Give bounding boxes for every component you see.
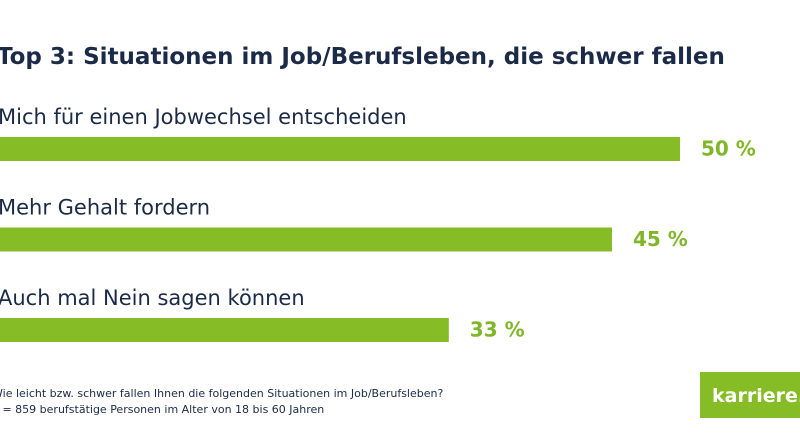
value-label: 33 % [470,318,525,342]
value-label: 45 % [633,227,688,251]
logo: karriere.at [712,385,800,407]
category-label: Mehr Gehalt fordern [0,196,210,220]
value-label: 50 % [701,137,756,161]
chart-title: Top 3: Situationen im Job/Berufsleben, d… [0,44,725,70]
footnote: Wie leicht bzw. schwer fallen Ihnen die … [0,387,443,400]
category-label: Mich für einen Jobwechsel entscheiden [0,105,407,129]
footnote: n = 859 berufstätige Personen im Alter v… [0,403,324,416]
bar [0,137,680,161]
logo-box [700,372,800,418]
category-label: Auch mal Nein sagen können [0,286,305,310]
bar [0,227,612,252]
bar [0,318,449,342]
